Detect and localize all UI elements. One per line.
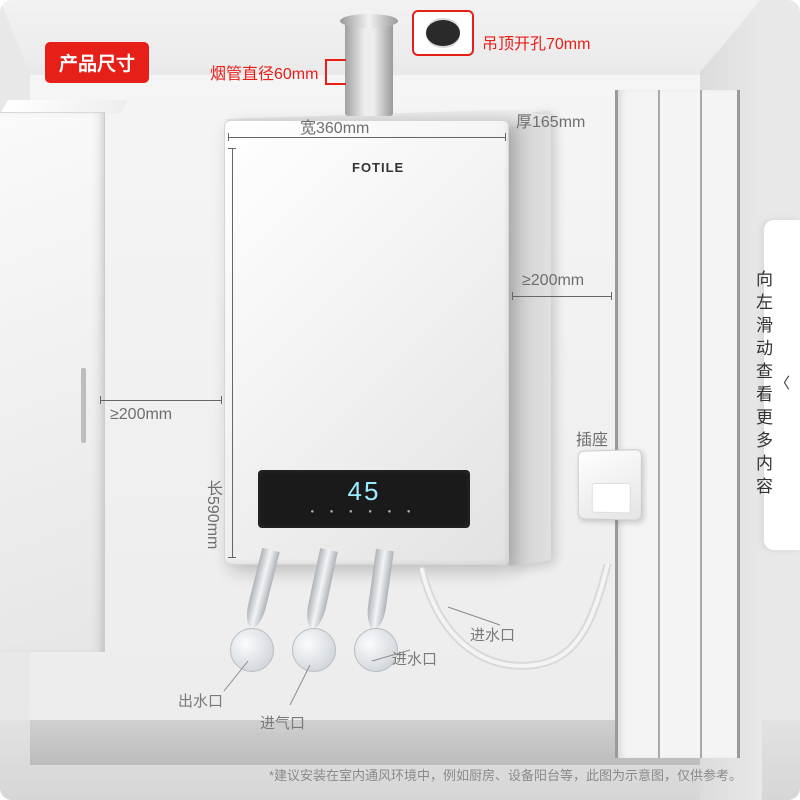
cabinet-left: [0, 112, 105, 652]
ceiling-hole-callout: [412, 10, 474, 56]
door-rail: [700, 90, 702, 758]
product-dimension-diagram: FOTILE 45 ● ● ● ● ● ● 产品尺寸 烟管直径60mm 吊顶开孔…: [0, 0, 800, 800]
label-socket: 插座: [576, 426, 608, 450]
control-display: 45 ● ● ● ● ● ●: [258, 470, 470, 528]
power-socket: [578, 449, 642, 521]
label-inlet-2: 进水口: [470, 624, 515, 645]
label-clearance-left: ≥200mm: [110, 406, 172, 424]
door-rail: [658, 90, 660, 758]
sliding-door: [615, 90, 740, 758]
label-gas: 进气口: [260, 712, 305, 733]
display-temperature: 45: [348, 476, 381, 506]
label-ceiling-hole: 吊顶开孔70mm: [482, 30, 590, 54]
ceiling-hole-icon: [426, 20, 460, 46]
brand-logo: FOTILE: [352, 160, 404, 175]
heater-side-panel: [509, 110, 551, 566]
label-inlet-1: 进水口: [392, 648, 437, 669]
flue-diameter-bracket: [324, 58, 348, 86]
disclaimer-text: *建议安装在室内通风环境中，例如厨房、设备阳台等，此图为示意图，仅供参考。: [269, 765, 742, 784]
floor-skirting: [30, 720, 700, 765]
dim-line-clearance-left: [100, 400, 222, 401]
label-depth: 厚165mm: [516, 108, 585, 132]
chevron-left-icon: 〈: [775, 372, 796, 393]
dim-line-clearance-right: [512, 296, 612, 297]
flue-pipe: [345, 20, 393, 116]
flue-cap: [340, 14, 398, 28]
slide-hint-text: 向左滑动查看更多内容: [750, 270, 775, 500]
slide-hint-panel[interactable]: 〈 向左滑动查看更多内容: [764, 220, 800, 550]
port-leader-lines: [200, 565, 620, 705]
label-width: 宽360mm: [300, 114, 369, 138]
label-clearance-right: ≥200mm: [522, 272, 584, 290]
display-buttons-row: ● ● ● ● ● ●: [258, 509, 470, 515]
label-outlet: 出水口: [178, 690, 223, 711]
title-badge: 产品尺寸: [45, 42, 149, 83]
dim-line-height: [232, 148, 233, 558]
label-height: 长590mm: [200, 480, 224, 549]
label-flue-diameter: 烟管直径60mm: [210, 60, 318, 84]
